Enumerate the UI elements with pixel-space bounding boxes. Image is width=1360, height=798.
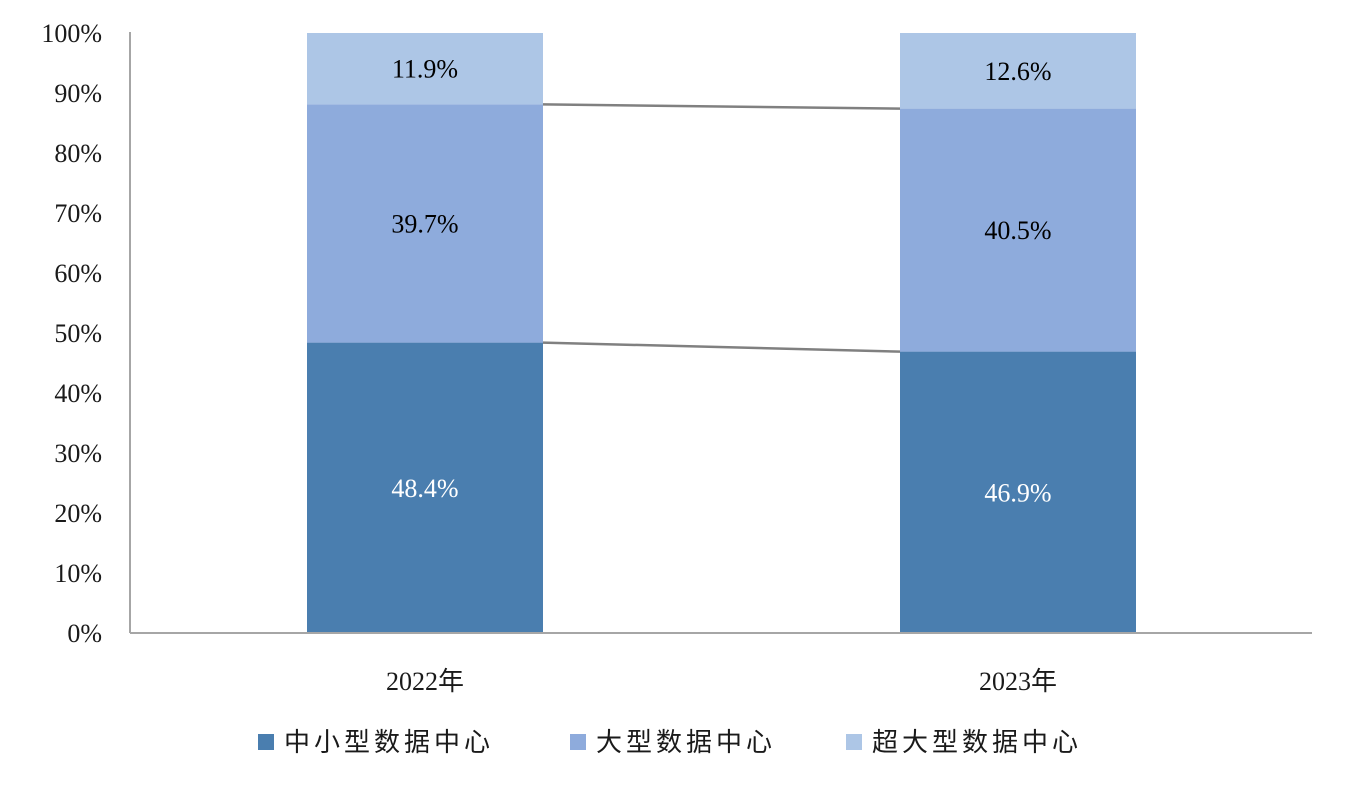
x-axis-ticks: 2022年 2023年 [386,667,1057,696]
y-tick-label: 90% [54,79,102,108]
legend-label: 中小型数据中心 [284,728,494,757]
y-tick-label: 50% [54,319,102,348]
data-label: 48.4% [391,474,458,503]
x-tick-label: 2023年 [979,667,1057,696]
legend-swatch [846,734,862,750]
data-label: 39.7% [391,210,458,239]
bars [307,33,1136,633]
legend-label: 大型数据中心 [596,728,776,757]
bar-segment [307,104,543,343]
data-label: 40.5% [984,216,1051,245]
y-tick-label: 0% [67,619,102,648]
bar-segment [900,351,1136,633]
legend-swatch [570,734,586,750]
axes [129,32,1312,634]
y-tick-label: 30% [54,439,102,468]
y-tick-label: 70% [54,199,102,228]
y-tick-label: 60% [54,259,102,288]
data-label: 46.9% [984,478,1051,507]
legend: 中小型数据中心 大型数据中心 超大型数据中心 [258,728,1082,757]
legend-swatch [258,734,274,750]
series-line [542,103,901,110]
x-tick-label: 2022年 [386,667,464,696]
bar-segment [900,108,1136,352]
y-tick-label: 10% [54,559,102,588]
y-tick-label: 100% [41,19,102,48]
bar-segment [900,33,1136,109]
y-tick-label: 20% [54,499,102,528]
bar-segment [307,33,543,105]
y-axis-ticks: 0% 10% 20% 30% 40% 50% 60% 70% 80% 90% 100% [41,19,102,648]
legend-label: 超大型数据中心 [872,728,1082,757]
series-lines [542,103,901,353]
series-line [542,341,901,353]
bar-segment [307,342,543,633]
data-label: 11.9% [392,55,458,84]
data-label: 12.6% [984,57,1051,86]
data-labels: 48.4% 39.7% 11.9% 46.9% 40.5% 12.6% [391,55,1051,508]
y-tick-label: 40% [54,379,102,408]
y-tick-label: 80% [54,139,102,168]
